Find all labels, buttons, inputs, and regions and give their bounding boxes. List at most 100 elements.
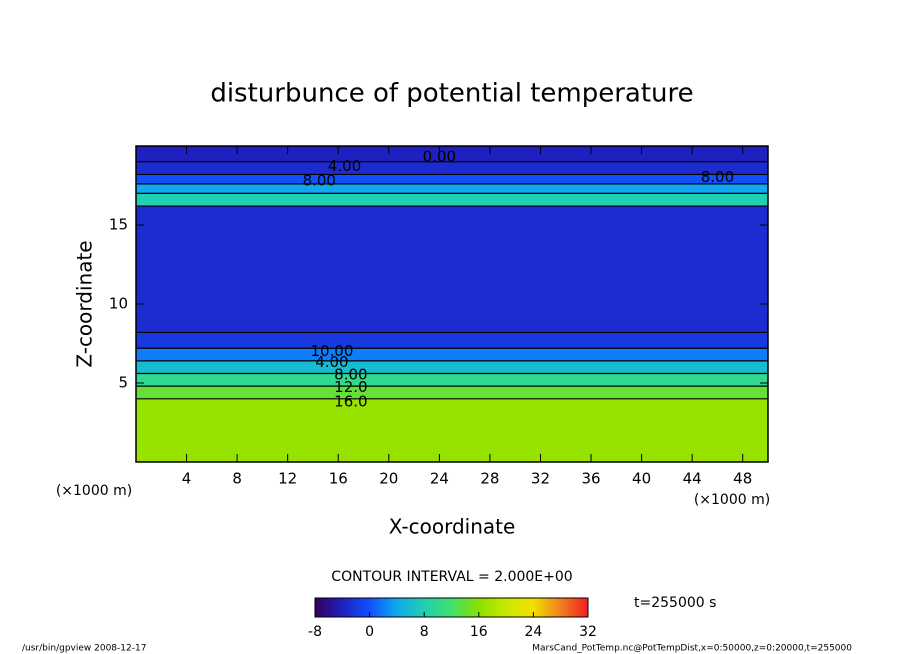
field-band (136, 332, 768, 349)
colorbar-tick-label: 32 (579, 624, 597, 640)
x-tick-label: 40 (632, 470, 651, 488)
colorbar-cell (512, 598, 517, 617)
x-tick-label: 24 (430, 470, 449, 488)
colorbar-tick-label: 8 (420, 624, 429, 640)
colorbar-cell (393, 598, 398, 617)
colorbar-cell (519, 598, 524, 617)
footer-right: MarsCand_PotTemp.nc@PotTempDist,x=0:5000… (532, 644, 852, 654)
colorbar-cell (458, 598, 463, 617)
contour-label: 12.0 (334, 378, 367, 396)
x-tick-label: 28 (480, 470, 499, 488)
colorbar-cell (547, 598, 551, 617)
colorbar-cell (550, 598, 555, 617)
x-tick-label: 44 (683, 470, 702, 488)
colorbar-cell (444, 598, 449, 617)
colorbar-cell (471, 598, 476, 617)
colorbar-cell (564, 598, 569, 617)
contour-label: 10.00 (310, 342, 353, 360)
colorbar-cell (376, 598, 381, 617)
colorbar-cell (451, 598, 456, 617)
colorbar-cell (461, 598, 466, 617)
field-band (136, 183, 768, 194)
colorbar-cell (475, 598, 480, 617)
field-band (136, 174, 768, 184)
colorbar-cell (342, 598, 347, 617)
field-band (136, 360, 768, 374)
contour-label: 8.00 (303, 171, 336, 189)
colorbar-cell (523, 598, 528, 617)
colorbar-cell (366, 598, 371, 617)
colorbar-cell (410, 598, 415, 617)
colorbar-tick-label: 16 (470, 624, 488, 640)
colorbar-cell (506, 598, 511, 617)
colorbar-cell (560, 598, 565, 617)
colorbar-cell (355, 598, 360, 617)
colorbar-cell (485, 598, 490, 617)
colorbar-cell (441, 598, 446, 617)
field-band (136, 386, 768, 399)
colorbar-cell (509, 598, 514, 617)
y-axis-label: Z-coordinate (73, 240, 97, 367)
y-unit: (×1000 m) (56, 483, 132, 499)
colorbar-cell (489, 598, 493, 617)
contour-label: 4.00 (315, 353, 348, 371)
field-band (136, 146, 768, 162)
contour-interval: CONTOUR INTERVAL = 2.000E+00 (331, 569, 572, 585)
colorbar-cell (413, 598, 418, 617)
colorbar-cell (417, 598, 422, 617)
colorbar-cell (390, 598, 394, 617)
colorbar-cell (543, 598, 548, 617)
colorbar-cell (581, 598, 586, 617)
time-label: t=255000 s (634, 595, 716, 611)
colorbar-frame (314, 597, 589, 618)
colorbar-cell (383, 598, 388, 617)
colorbar-cell (454, 598, 459, 617)
colorbar-cell (352, 598, 357, 617)
x-tick-label: 12 (278, 470, 297, 488)
x-tick-label: 16 (329, 470, 348, 488)
contour-label: 0.00 (423, 148, 456, 166)
colorbar-cell (386, 598, 391, 617)
colorbar-cell (407, 598, 412, 617)
contour-label: 16.0 (334, 392, 367, 410)
colorbar-cell (396, 598, 401, 617)
colorbar-cell (359, 598, 364, 617)
colorbar-cell (328, 598, 333, 617)
colorbar-cell (373, 598, 377, 617)
colorbar-tick-label: 24 (524, 624, 542, 640)
colorbar-cell (325, 598, 330, 617)
colorbar-cell (499, 598, 504, 617)
colorbar-cell (379, 598, 384, 617)
y-tick-label: 5 (118, 374, 128, 392)
x-tick-label: 4 (182, 470, 192, 488)
colorbar-cell (335, 598, 340, 617)
colorbar-cell (570, 598, 575, 617)
colorbar-cell (318, 598, 323, 617)
field-band (136, 398, 768, 462)
colorbar-cell (427, 598, 432, 617)
colorbar-cell (468, 598, 473, 617)
colorbar-cell (437, 598, 442, 617)
colorbar-cell (516, 598, 521, 617)
colorbar-cell (540, 598, 545, 617)
field-band (136, 161, 768, 175)
colorbar-cell (420, 598, 425, 617)
colorbar-cell (315, 598, 319, 617)
colorbar-cell (321, 598, 326, 617)
colorbar-cell (492, 598, 497, 617)
colorbar-cell (495, 598, 500, 617)
colorbar-cell (478, 598, 483, 617)
colorbar-cell (338, 598, 343, 617)
colorbar-cell (574, 598, 579, 617)
colorbar-cell (465, 598, 470, 617)
colorbar-cell (502, 598, 507, 617)
field-band (136, 348, 768, 361)
colorbar-cell (553, 598, 558, 617)
x-tick-label: 32 (531, 470, 550, 488)
chart-title: disturbunce of potential temperature (210, 79, 693, 109)
colorbar-cell (403, 598, 408, 617)
colorbar-cell (448, 598, 452, 617)
colorbar-cell (536, 598, 541, 617)
colorbar-cell (577, 598, 582, 617)
colorbar-cell (533, 598, 538, 617)
